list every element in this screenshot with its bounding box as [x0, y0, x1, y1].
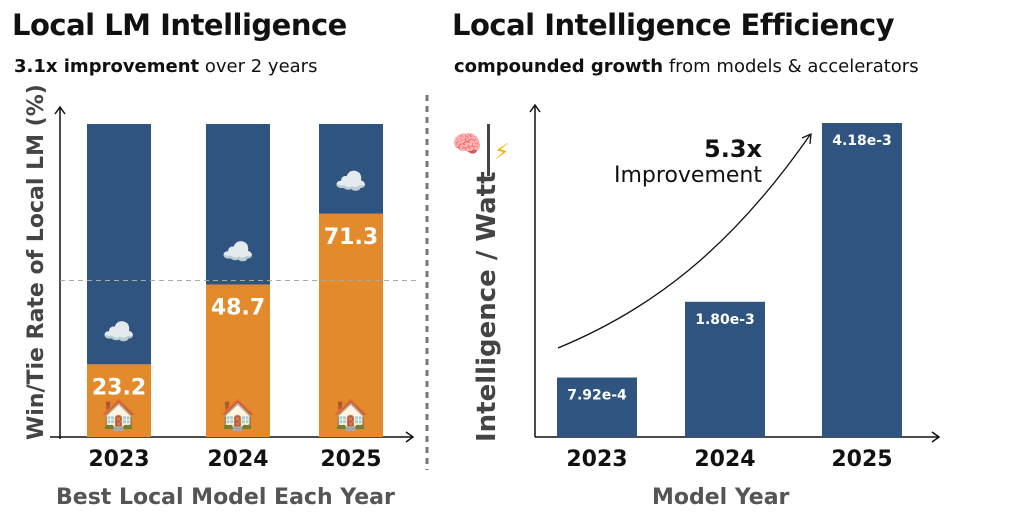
cloud-bar-2023: [87, 124, 151, 365]
local-bar-label: 48.7: [211, 296, 265, 321]
efficiency-bar-2023: [557, 377, 637, 437]
cloud-icon: ☁️: [335, 167, 367, 197]
efficiency-bar-label: 1.80e-3: [695, 312, 755, 328]
left-chart-subtitle: 3.1x improvement over 2 years: [14, 56, 317, 77]
cloud-bar-2024: [206, 124, 270, 285]
right-x-tick: 2023: [566, 447, 628, 472]
left-x-axis-label: Best Local Model Each Year: [56, 485, 395, 510]
efficiency-bar-2024: [685, 301, 765, 437]
right-x-axis-arrow: [931, 431, 941, 443]
right-y-axis-label: Intelligence / Watt: [472, 171, 502, 442]
local-bar-2025: [319, 213, 383, 437]
right-x-axis-label: Model Year: [652, 485, 790, 510]
house-icon: 🏠: [100, 398, 137, 433]
left-y-axis-label: Win/Tie Rate of Local LM (%): [24, 84, 49, 440]
cloud-icon: ☁️: [222, 238, 254, 268]
cloud-bar-2025: [319, 124, 383, 214]
lightning-icon: ⚡: [494, 140, 510, 165]
fraction-bar-icon: [487, 124, 490, 176]
right-chart-subtitle: compounded growth from models & accelera…: [454, 56, 919, 77]
local-bar-2024: [206, 284, 270, 437]
left-subtitle-bold: 3.1x improvement: [14, 56, 200, 77]
efficiency-bar-label: 7.92e-4: [567, 388, 627, 404]
right-subtitle-rest: from models & accelerators: [663, 56, 919, 77]
growth-curve-arrow: [557, 134, 811, 349]
house-icon: 🏠: [332, 398, 369, 433]
right-x-tick: 2024: [694, 447, 756, 472]
right-x-tick: 2025: [831, 447, 893, 472]
left-chart-title: Local LM Intelligence: [12, 8, 347, 42]
left-x-axis-arrow: [405, 431, 415, 443]
left-x-tick: 2023: [88, 447, 150, 472]
improvement-value: 5.3x: [704, 135, 762, 163]
left-y-axis-arrow: [54, 105, 66, 115]
left-subtitle-rest: over 2 years: [199, 56, 318, 77]
efficiency-bar-2025: [822, 123, 902, 437]
improvement-text: Improvement: [614, 163, 762, 188]
right-chart-title: Local Intelligence Efficiency: [452, 8, 895, 42]
cloud-icon: ☁️: [103, 317, 135, 347]
left-x-tick: 2025: [320, 447, 382, 472]
improvement-annotation: 5.3x Improvement: [582, 135, 762, 188]
brain-icon: 🧠: [452, 130, 482, 158]
local-bar-2023: [87, 364, 151, 437]
local-bar-label: 71.3: [324, 225, 378, 250]
growth-arrowhead: [801, 132, 812, 145]
right-y-axis-arrow: [529, 103, 541, 113]
house-icon: 🏠: [219, 398, 256, 433]
efficiency-bar-label: 4.18e-3: [832, 133, 892, 149]
local-bar-label: 23.2: [92, 375, 146, 400]
right-subtitle-bold: compounded growth: [454, 56, 664, 77]
left-x-tick: 2024: [207, 447, 269, 472]
